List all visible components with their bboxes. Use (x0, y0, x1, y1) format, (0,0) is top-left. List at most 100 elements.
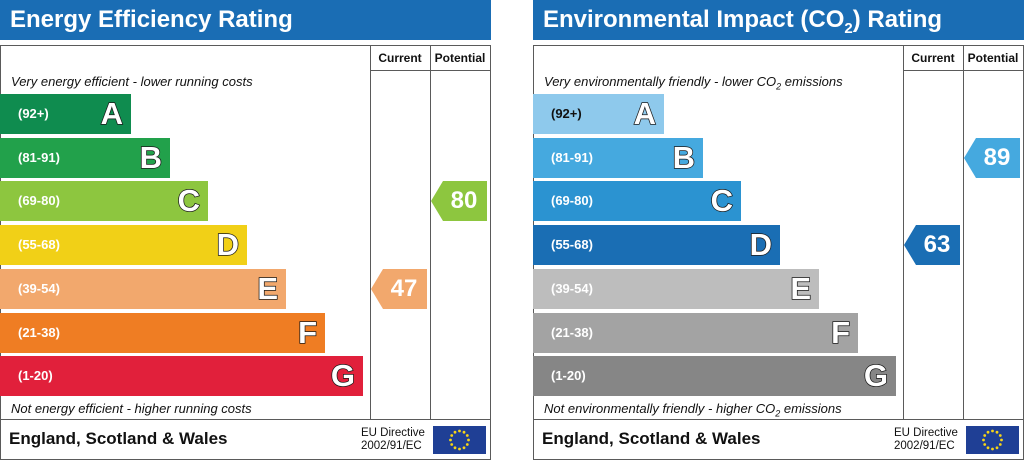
eu-directive-line2: 2002/91/EC (894, 440, 955, 452)
caption-subscript: 2 (776, 81, 782, 92)
caption-subscript: 2 (775, 408, 781, 419)
band-range-label: (69-80) (18, 193, 60, 209)
band-letter: A (100, 95, 124, 132)
arrow-shape (964, 137, 1020, 178)
eu-star (1000, 438, 1003, 442)
rating-band-a: (92+) A (0, 94, 131, 134)
eu-star (986, 446, 990, 450)
eu-star (465, 443, 469, 446)
rating-band-b: (81-91) B (533, 137, 703, 178)
energy-efficiency-panel: Energy Efficiency Rating Current Potenti… (0, 0, 491, 460)
eu-star (462, 446, 466, 450)
band-range-label: (21-38) (18, 324, 60, 340)
rating-band-g: (1-20) G (533, 356, 896, 397)
eu-star (991, 429, 994, 433)
rating-band-f: (21-38) F (533, 312, 858, 353)
eu-star (991, 447, 994, 451)
potential-rating-value: 80 (450, 187, 478, 215)
eu-star (986, 430, 990, 434)
eu-star (467, 438, 470, 442)
band-range-label: (1-20) (551, 368, 586, 384)
eu-star (450, 434, 454, 437)
title-tail: ) Rating (852, 6, 943, 33)
divider (370, 46, 371, 419)
caption-tail: emissions (780, 401, 842, 416)
column-header-current: Current (378, 51, 422, 65)
region-label: England, Scotland & Wales (542, 429, 761, 448)
band-letter: D (216, 226, 240, 263)
band-range-label: (92+) (551, 106, 582, 121)
band-range-label: (55-68) (18, 237, 60, 253)
chart-title: Energy Efficiency Rating (10, 6, 293, 33)
eu-directive-line1: EU Directive (361, 427, 425, 439)
divider (963, 46, 964, 419)
eu-star (458, 447, 461, 451)
band-range-label: (21-38) (551, 324, 593, 340)
rating-band-e: (39-54) E (0, 268, 286, 309)
arrow-shape (904, 225, 960, 266)
band-letter: C (710, 183, 734, 220)
column-header-potential: Potential (434, 51, 486, 65)
rating-band-d: (55-68) D (533, 225, 780, 266)
band-range-label: (81-91) (551, 149, 593, 165)
band-letter: E (257, 270, 279, 307)
band-range-label: (92+) (18, 106, 49, 121)
eu-star (998, 434, 1002, 437)
environmental-impact-panel: Environmental Impact (CO2) Rating Curren… (533, 0, 1024, 460)
band-letter: F (830, 314, 850, 351)
band-letter: E (790, 270, 812, 307)
eu-star (983, 434, 987, 437)
eu-star (465, 434, 469, 437)
rating-band-g: (1-20) G (0, 356, 363, 397)
arrow-shape (431, 181, 487, 222)
eu-directive-text: EU Directive 2002/91/EC (361, 427, 425, 453)
band-range-label: (1-20) (18, 368, 53, 384)
band-range-label: (39-54) (551, 280, 593, 296)
band-letter: F (297, 314, 317, 351)
potential-rating-arrow: 80 (431, 181, 487, 222)
band-letter: D (749, 226, 773, 263)
title-subscript: 2 (844, 19, 853, 37)
eu-directive-text: EU Directive 2002/91/EC (894, 427, 958, 453)
chart-title: Environmental Impact (CO2) Rating (543, 3, 942, 46)
band-letter: G (863, 357, 889, 394)
caption-main: Very environmentally friendly - lower CO (544, 74, 777, 89)
arrow-shape (371, 268, 427, 309)
divider (534, 419, 1023, 420)
eu-star (453, 446, 457, 450)
band-range-label: (69-80) (551, 193, 593, 209)
title-bar: Environmental Impact (CO2) Rating (533, 0, 1024, 40)
band-letter: B (139, 139, 163, 176)
eu-star (449, 438, 452, 442)
bottom-caption: Not energy efficient - higher running co… (11, 401, 252, 416)
title-main: Environmental Impact (CO (543, 6, 845, 33)
eu-star (458, 429, 461, 433)
caption-tail: emissions (781, 74, 843, 89)
band-letter: A (633, 95, 657, 132)
band-letter: C (177, 183, 201, 220)
eu-star (453, 430, 457, 434)
rating-band-c: (69-80) C (533, 181, 741, 222)
eu-star (982, 438, 985, 442)
column-header-current: Current (911, 51, 955, 65)
title-bar: Energy Efficiency Rating (0, 0, 491, 40)
divider (430, 46, 431, 419)
band-letter: G (330, 357, 356, 394)
eu-star (995, 446, 999, 450)
caption-main: Not environmentally friendly - higher CO (544, 401, 776, 416)
band-letter: B (672, 139, 696, 176)
eu-star (998, 443, 1002, 446)
rating-band-e: (39-54) E (533, 268, 819, 309)
eu-star (462, 430, 466, 434)
eu-star (995, 430, 999, 434)
current-rating-value: 47 (390, 274, 418, 302)
current-rating-value: 63 (923, 231, 951, 259)
eu-star (450, 443, 454, 446)
divider (370, 70, 490, 71)
eu-flag-icon (433, 426, 486, 454)
potential-rating-value: 89 (983, 143, 1011, 171)
top-caption: Very environmentally friendly - lower CO… (544, 74, 843, 92)
divider (903, 70, 1023, 71)
eu-flag-icon (966, 426, 1019, 454)
top-caption: Very energy efficient - lower running co… (11, 74, 253, 89)
